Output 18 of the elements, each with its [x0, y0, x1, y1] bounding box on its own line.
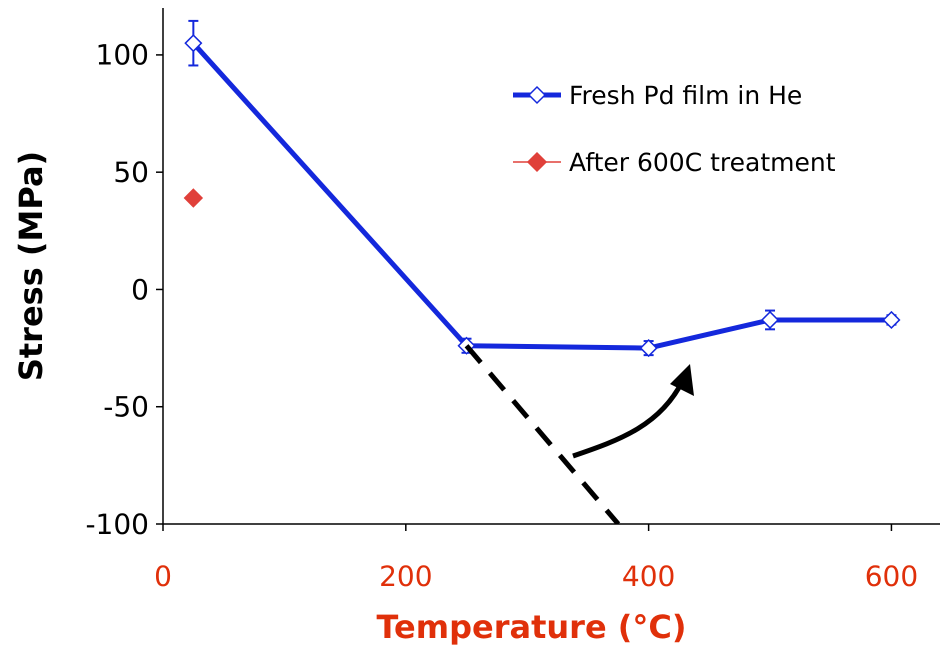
legend-label: Fresh Pd film in He — [569, 80, 802, 110]
x-tick-label: 400 — [622, 560, 676, 593]
y-tick-label: 0 — [131, 273, 149, 306]
y-tick-label: -100 — [85, 508, 149, 541]
x-tick-label: 0 — [154, 560, 172, 593]
point — [761, 311, 779, 329]
y-axis-title: Stress (MPa) — [12, 150, 50, 382]
y-tick-label: 50 — [113, 156, 149, 189]
point — [640, 339, 658, 357]
x-tick-label: 200 — [379, 560, 433, 593]
point — [882, 311, 900, 329]
x-tick-label: 600 — [864, 560, 918, 593]
point — [184, 34, 202, 52]
legend-label: After 600C treatment — [569, 148, 836, 177]
y-tick-label: -50 — [103, 390, 149, 424]
x-axis-title: Temperature (°C) — [376, 608, 687, 646]
y-tick-label: 100 — [96, 38, 149, 72]
point — [184, 188, 203, 208]
